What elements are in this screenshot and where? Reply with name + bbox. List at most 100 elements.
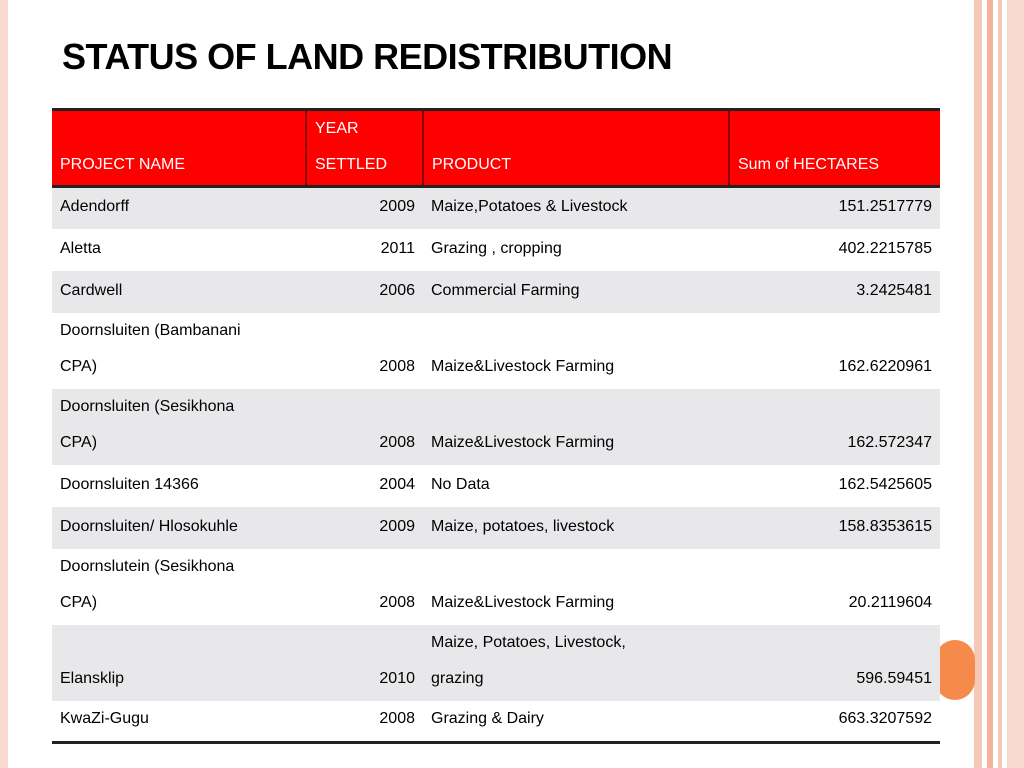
cell-project-name: Doornslutein (Sesikhona CPA) [52,549,306,625]
header-project-name: PROJECT NAME [52,109,307,187]
table-row: Adendorff 2009 Maize,Potatoes & Livestock 1… [52,186,940,229]
cell-hectares: 596.59451 [729,625,940,701]
cell-project-name: Doornsluiten (Bambanani CPA) [52,313,306,389]
cell-year-settled-line: 2006 [379,281,415,299]
cell-hectares-line: 20.2119604 [848,593,932,611]
cell-hectares: 20.2119604 [729,549,940,625]
table-row: Cardwell 2006 Commercial Farming 3.2425481 [52,270,940,313]
cell-year-settled: 2008 [306,549,423,625]
cell-product: Maize&Livestock Farming [423,389,729,465]
cell-product: Grazing , cropping [423,229,729,271]
cell-product-line: Maize, Potatoes, Livestock, [431,633,626,651]
cell-project-name-line: Doornsluiten (Sesikhona [60,397,235,415]
cell-product-line: Grazing , cropping [431,239,562,257]
cell-year-settled-line: 2008 [379,433,415,451]
cell-product: Maize, Potatoes, Livestock, grazing [423,625,729,701]
cell-product-line: Maize, potatoes, livestock [431,517,615,535]
cell-project-name-line: Doornsluiten (Bambanani [60,321,241,339]
cell-year-settled-line: 2004 [379,475,415,493]
cell-product: Maize,Potatoes & Livestock [423,187,729,229]
cell-project-name: Doornsluiten (Sesikhona CPA) [52,389,306,465]
cell-project-name: Adendorff [52,187,306,229]
cell-product-line: Grazing & Dairy [431,710,544,727]
table-row: Aletta 2011 Grazing , cropping 402.2215785 [52,228,940,271]
cell-project-name-line: Adendorff [60,197,130,215]
cell-project-name-line: Aletta [60,239,101,257]
cell-year-settled-line: 2009 [379,517,415,535]
cell-hectares: 162.6220961 [729,313,940,389]
cell-product-line: Maize&Livestock Farming [431,357,615,375]
cell-product-line: grazing [431,669,484,687]
cell-year-settled-line: 2010 [379,669,415,687]
table-row: Doornsluiten/ Hlosokuhle 2009 Maize, potat… [52,506,940,549]
table-row: Elansklip 2010 Maize, Potatoes, Livestock,… [52,624,940,701]
cell-product: Maize&Livestock Farming [423,549,729,625]
cell-product: Maize, potatoes, livestock [423,507,729,549]
left-decorative-border [0,0,8,768]
table-row: Doornslutein (Sesikhona CPA) 2008 Maize&Liv… [52,548,940,625]
table-header: PROJECT NAME YEAR SETTLED PRODUCT Sum of… [52,109,940,187]
cell-project-name: Doornsluiten/ Hlosokuhle [52,507,306,549]
cell-product: Commercial Farming [423,271,729,313]
table-row: KwaZi-Gugu 2008 Grazing & Dairy 663.3207592 [52,700,940,743]
cell-project-name-line: CPA) [60,433,98,451]
table-row: Doornsluiten (Sesikhona CPA) 2008 Maize&Liv… [52,388,940,465]
cell-project-name: KwaZi-Gugu [52,701,306,743]
cell-hectares-line: 3.2425481 [856,281,932,299]
cell-hectares-line: 162.572347 [847,433,932,451]
cell-project-name: Elansklip [52,625,306,701]
header-hectares: Sum of HECTARES [738,156,880,173]
cell-hectares: 3.2425481 [729,271,940,313]
cell-hectares-line: 162.6220961 [838,357,932,375]
cell-hectares: 663.3207592 [729,701,940,743]
cell-project-name-line: Elansklip [60,669,125,687]
stripe [987,0,993,768]
right-decorative-stripes [974,0,1024,768]
header-year-line2: SETTLED [315,156,388,173]
orange-decorative-dot [935,640,975,700]
cell-year-settled: 2009 [306,187,423,229]
cell-year-settled-line: 2008 [379,710,415,727]
cell-hectares-line: 162.5425605 [838,475,932,493]
cell-year-settled: 2011 [306,229,423,271]
table-row: Doornsluiten 14366 2004 No Data 162.5425605 [52,464,940,507]
cell-hectares: 151.2517779 [729,187,940,229]
cell-hectares-line: 151.2517779 [838,197,932,215]
cell-project-name-line: Doornsluiten 14366 [60,475,199,493]
cell-product: Maize&Livestock Farming [423,313,729,389]
land-redistribution-table: PROJECT NAME YEAR SETTLED PRODUCT Sum of… [52,108,940,744]
cell-year-settled-line: 2009 [379,197,415,215]
cell-project-name: Doornsluiten 14366 [52,465,306,507]
stripe [998,0,1002,768]
cell-project-name-line: KwaZi-Gugu [60,710,149,727]
cell-year-settled: 2010 [306,625,423,701]
cell-project-name-line: Cardwell [60,281,123,299]
cell-product-line: No Data [431,475,490,493]
cell-year-settled: 2008 [306,389,423,465]
cell-product-line: Maize,Potatoes & Livestock [431,197,628,215]
cell-year-settled: 2008 [306,701,423,743]
cell-hectares-line: 596.59451 [856,669,932,687]
table-body: Adendorff 2009 Maize,Potatoes & Livestock 1… [52,186,940,743]
cell-hectares: 158.8353615 [729,507,940,549]
cell-hectares: 162.572347 [729,389,940,465]
header-product: PRODUCT [423,109,730,187]
cell-project-name-line: CPA) [60,593,98,611]
cell-product-line: Maize&Livestock Farming [431,593,615,611]
cell-year-settled-line: 2008 [379,593,415,611]
cell-year-settled: 2006 [306,271,423,313]
cell-year-settled: 2004 [306,465,423,507]
cell-year-settled: 2008 [306,313,423,389]
cell-product: Grazing & Dairy [423,701,729,743]
slide-title: STATUS OF LAND REDISTRIBUTION [62,36,673,77]
cell-project-name: Cardwell [52,271,306,313]
cell-hectares-line: 158.8353615 [838,517,932,535]
cell-project-name-line: Doornslutein (Sesikhona [60,557,235,575]
cell-product-line: Commercial Farming [431,281,580,299]
cell-hectares: 402.2215785 [729,229,940,271]
cell-product-line: Maize&Livestock Farming [431,433,615,451]
cell-product: No Data [423,465,729,507]
table-row: Doornsluiten (Bambanani CPA) 2008 Maize&Liv… [52,312,940,389]
header-year-settled: YEAR SETTLED [306,109,424,187]
cell-project-name: Aletta [52,229,306,271]
